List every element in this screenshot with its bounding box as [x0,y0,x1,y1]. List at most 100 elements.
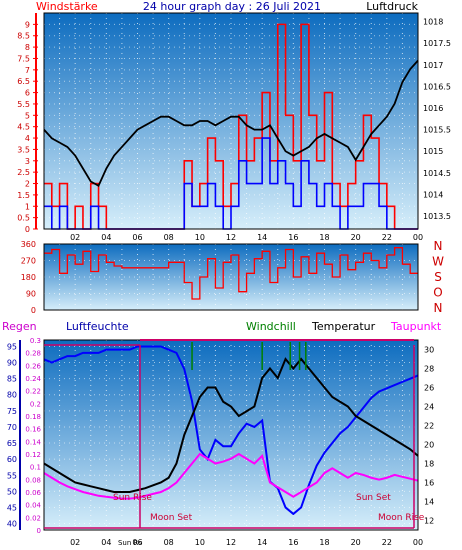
wind-tick-label: 3.5 [17,145,30,154]
temperature-tick-label: 14 [424,498,434,507]
top-x-tick-label: 14 [257,233,267,242]
temperature-tick-label: 12 [424,517,434,526]
rain-tick-label: 0.24 [25,375,41,383]
rain-tick-label: 0.2 [30,400,41,408]
humidity-tick-label: 60 [7,455,17,464]
temperatur-label: Temperatur [311,320,376,333]
humidity-tick-label: 70 [7,423,17,432]
pressure-tick-label: 1014 [423,190,443,199]
rain-tick-label: 0.16 [25,426,41,434]
sun-moon-annotations: Sun Rise Sun Set Moon Set Moon Rise [44,339,425,529]
wind-tick-label: 0.5 [17,214,30,223]
top-x-tick-label: 02 [70,233,80,242]
temperature-tick-label: 24 [424,403,434,412]
top-x-tick-label: 16 [288,233,298,242]
series-luftfeuchte [43,345,419,516]
direction-tick-label: 90 [26,290,36,299]
wind-tick-label: 4 [25,134,30,143]
rain-tick-label: 0 [37,527,41,535]
bottom-axes: 40 45 50 55 60 65 70 75 80 85 90 95 0 0.02 0.04 0.06 0.0… [7,337,434,547]
bottom-x-tick-label: 04 [101,538,111,547]
wind-tick-label: 0 [25,225,30,234]
bottom-series [43,342,419,516]
top-x-tick-label: 22 [382,233,392,242]
bottom-x-tick-label: 12 [226,538,236,547]
temperature-tick-label: 16 [424,479,434,488]
pressure-tick-label: 1015.5 [423,126,451,135]
temperature-tick-label: 22 [424,422,434,431]
bottom-x-tick-label: 10 [195,538,205,547]
middle-series [44,247,418,300]
pressure-tick-label: 1014.5 [423,169,451,178]
sun-axis-label: Sun Rs [118,539,142,547]
bottom-x-tick-label: 00 [413,538,423,547]
pressure-line [43,59,419,188]
wind-tick-label: 6.5 [17,77,30,86]
rain-tick-label: 0.08 [25,476,41,484]
pressure-tick-label: 1018 [423,18,443,27]
direction-tick-label: 270 [21,257,36,266]
compass-letter-1: W [432,255,444,269]
top-axes: 00.511.522.533.544.555.566.577.588.59101… [17,13,451,242]
rain-tick-label: 0.18 [25,413,41,421]
bottom-x-tick-label: 06 [132,538,142,547]
humidity-tick-label: 80 [7,391,17,400]
humidity-tick-label: 90 [7,359,17,368]
wind-tick-label: 5.5 [17,100,30,109]
wind-tick-label: 7.5 [17,54,30,63]
wind-tick-label: 2 [25,180,30,189]
direction-tick-label: 360 [21,240,36,249]
wind-tick-label: 8.5 [17,32,30,41]
rain-tick-label: 0.04 [25,502,41,510]
top-x-tick-label: 10 [195,233,205,242]
series-taupunkt [43,452,419,500]
temperature-tick-label: 26 [424,384,434,393]
top-frame [43,12,419,230]
bottom-x-tick-label: 08 [164,538,174,547]
humidity-tick-label: 55 [7,471,17,480]
rain-tick-label: 0.28 [25,350,41,358]
sun-rise-text: Sun Rise [113,493,152,503]
compass-letter-4: N [434,301,443,315]
rain-tick-label: 0.14 [25,438,41,446]
middle-plot-area [44,244,418,310]
rain-tick-label: 0.3 [30,337,41,345]
wind-tick-label: 5 [25,111,30,120]
chart-title: 24 hour graph day : 26 Juli 2021 [143,0,321,13]
moon-rise-text: Moon Rise [378,513,425,523]
bottom-x-tick-label: 16 [288,538,298,547]
humidity-tick-label: 50 [7,487,17,496]
bottom-x-tick-label: 14 [257,538,267,547]
pressure-tick-label: 1013.5 [423,212,451,221]
pressure-tick-label: 1017 [423,61,443,70]
rain-tick-label: 0.02 [25,514,41,522]
wind-tick-label: 6 [25,89,30,98]
top-x-tick-label: 06 [132,233,142,242]
moon-set-text: Moon Set [150,513,193,523]
bottom-x-tick-label: 22 [382,538,392,547]
pressure-tick-label: 1016.5 [423,82,451,91]
humidity-tick-label: 40 [7,520,17,529]
wind-tick-label: 8 [25,43,30,52]
rain-tick-label: 0.22 [25,388,41,396]
rain-tick-label: 0.1 [30,464,41,472]
temperature-tick-label: 18 [424,460,434,469]
temperature-tick-label: 20 [424,441,434,450]
humidity-tick-label: 45 [7,503,17,512]
luftdruck-label: Luftdruck [366,0,418,13]
windchill-label: Windchill [246,320,296,333]
wind-tick-label: 4.5 [17,123,30,132]
bottom-x-tick-label: 02 [70,538,80,547]
rain-tick-label: 0.26 [25,362,41,370]
top-x-tick-label: 12 [226,233,236,242]
wind-tick-label: 1 [25,202,30,211]
luftfeuchte-label: Luftfeuchte [66,320,129,333]
windstaerke-label: Windstärke [36,0,98,13]
compass-letter-0: N [434,239,443,253]
wind-tick-label: 1.5 [17,191,30,200]
wind-tick-label: 7 [25,66,30,75]
bottom-x-tick-label: 18 [319,538,329,547]
sun-set-text: Sun Set [356,493,391,503]
